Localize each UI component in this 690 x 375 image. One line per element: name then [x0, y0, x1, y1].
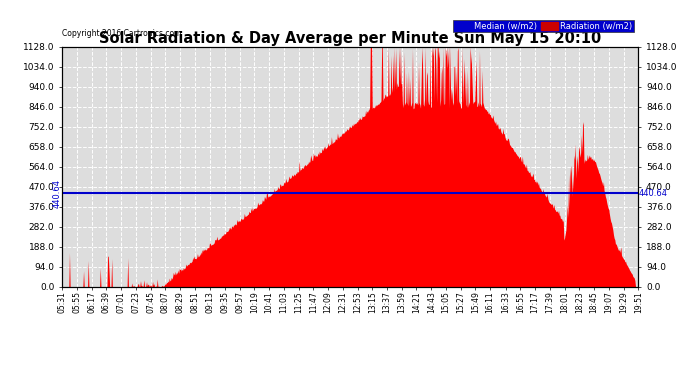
Title: Solar Radiation & Day Average per Minute Sun May 15 20:10: Solar Radiation & Day Average per Minute… [99, 31, 601, 46]
Text: Copyright 2016 Cartronics.com: Copyright 2016 Cartronics.com [62, 28, 181, 38]
Text: 440.64: 440.64 [52, 178, 61, 208]
Text: 440.64: 440.64 [639, 189, 668, 198]
Legend: Median (w/m2), Radiation (w/m2): Median (w/m2), Radiation (w/m2) [453, 20, 634, 32]
